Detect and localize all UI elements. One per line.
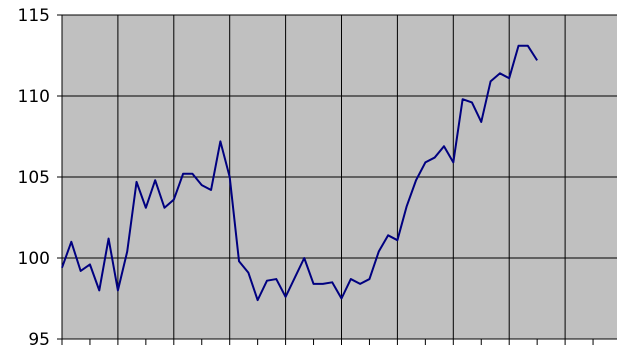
axes	[61, 15, 617, 345]
y-tick-label-110: 110	[18, 87, 50, 107]
y-axis-tick-labels: 95 100 105 110 115	[18, 6, 50, 350]
y-tick-label-115: 115	[18, 6, 50, 26]
y-tick-label-95: 95	[28, 330, 50, 350]
series-line	[61, 44, 538, 302]
y-tick-label-105: 105	[18, 168, 50, 188]
y-tick-label-100: 100	[18, 249, 50, 269]
